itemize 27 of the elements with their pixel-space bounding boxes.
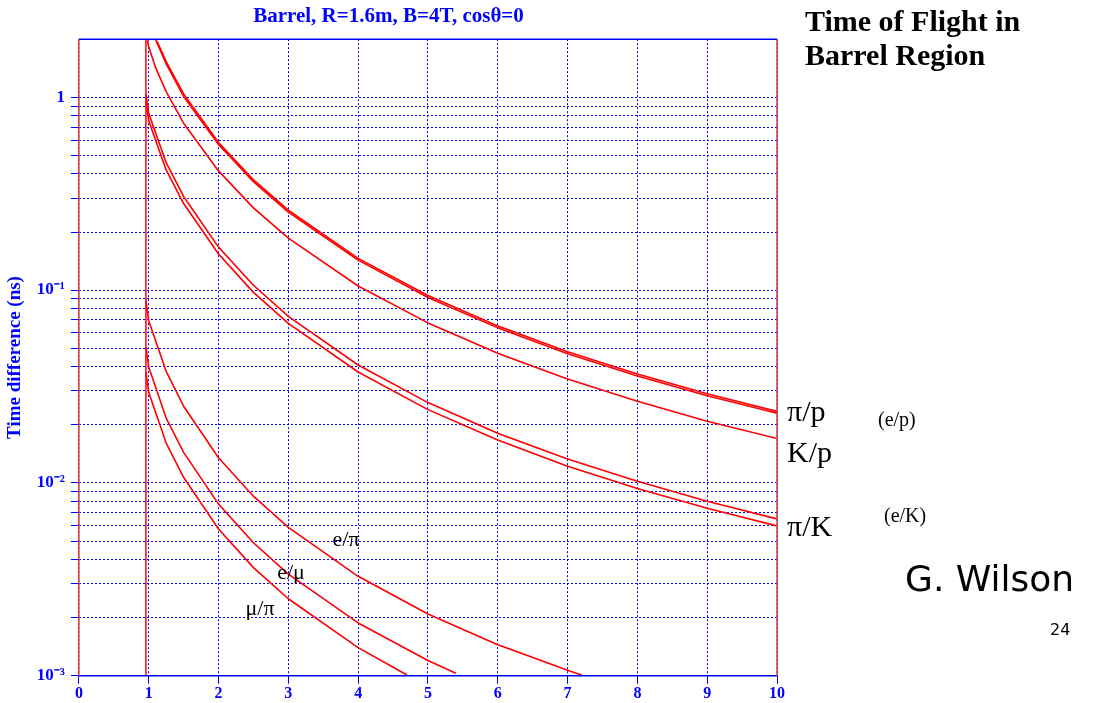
x-tick-label: 4 — [354, 683, 363, 701]
x-tick-label: 3 — [284, 683, 293, 701]
text: G. Wilson — [905, 558, 1075, 599]
series-label: e/π — [332, 525, 360, 551]
x-tick-label: 6 — [493, 683, 502, 701]
x-tick-label: 7 — [563, 683, 572, 701]
x-tick-label: 8 — [633, 683, 642, 701]
text: Time of Flight in Barrel Region — [805, 4, 1022, 72]
chart-title: Barrel, R=1.6m, B=4T, cosθ=0 — [253, 3, 524, 28]
x-tick-label: 10 — [769, 683, 785, 701]
text: (e/K) — [884, 504, 927, 527]
y-tick-label: 1 — [56, 86, 65, 106]
text: (e/p) — [878, 408, 916, 431]
y-axis-title: Time difference (ns) — [3, 276, 26, 439]
x-tick-label: 0 — [74, 683, 83, 701]
x-tick-label: 2 — [214, 683, 223, 701]
y-tick-label: 10⁻² — [36, 472, 65, 492]
x-tick-label: 5 — [423, 683, 432, 701]
y-tick-label: 10⁻³ — [36, 665, 65, 685]
series-label: μ/π — [245, 594, 275, 620]
x-tick-label: 1 — [144, 683, 153, 701]
y-tick-label: 10⁻¹ — [36, 279, 65, 299]
series-label: π/p — [787, 394, 826, 428]
series-label: K/p — [787, 435, 832, 469]
text: 24 — [1050, 620, 1071, 639]
x-tick-label: 9 — [703, 683, 712, 701]
series-label: π/K — [787, 508, 833, 542]
